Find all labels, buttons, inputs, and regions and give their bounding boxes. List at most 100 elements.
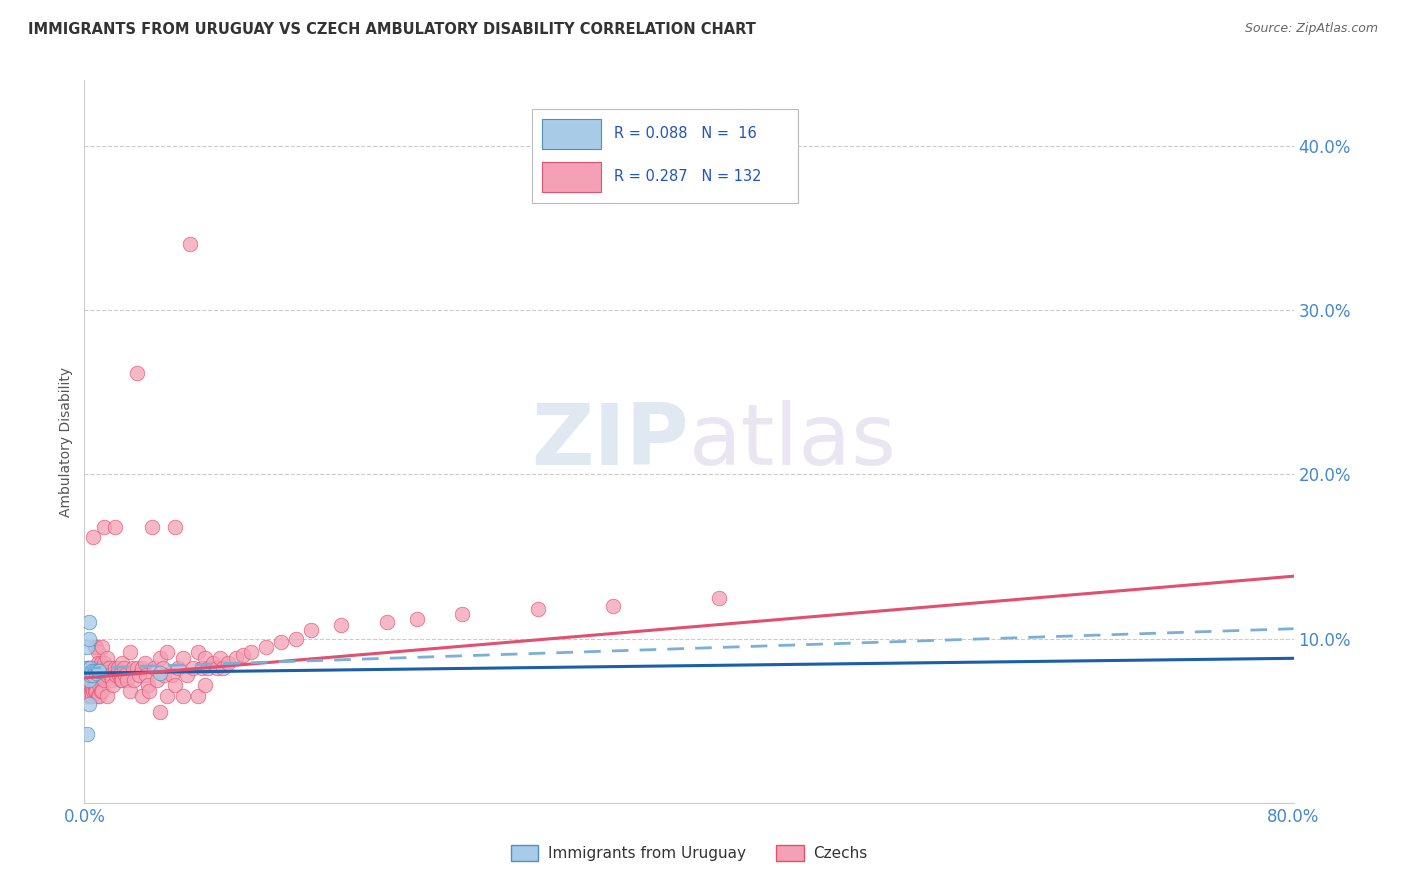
Point bbox=[76, 640, 98, 654]
Point bbox=[135, 667, 157, 681]
Point bbox=[165, 520, 187, 534]
Point bbox=[207, 661, 229, 675]
Point bbox=[76, 661, 98, 675]
Point bbox=[82, 661, 104, 675]
Point bbox=[87, 689, 110, 703]
Point bbox=[112, 661, 135, 675]
Point bbox=[176, 667, 198, 681]
Point bbox=[79, 667, 101, 681]
Point bbox=[299, 624, 322, 638]
Point bbox=[451, 607, 474, 621]
Point bbox=[87, 667, 110, 681]
Point bbox=[128, 667, 150, 681]
Point bbox=[76, 661, 98, 675]
Point bbox=[602, 599, 624, 613]
Point bbox=[104, 661, 127, 675]
Point bbox=[118, 645, 141, 659]
Point bbox=[709, 591, 731, 605]
Point bbox=[142, 661, 165, 675]
Point bbox=[110, 673, 132, 687]
Point bbox=[93, 520, 115, 534]
Point bbox=[89, 667, 111, 681]
Point bbox=[181, 661, 204, 675]
Point bbox=[76, 667, 98, 681]
Point bbox=[80, 665, 103, 679]
Point bbox=[101, 677, 124, 691]
Point bbox=[93, 673, 115, 687]
Point bbox=[75, 667, 97, 681]
Point bbox=[91, 661, 114, 675]
Point bbox=[149, 666, 172, 681]
Point bbox=[89, 677, 111, 691]
Point bbox=[89, 661, 111, 675]
Point bbox=[79, 661, 101, 675]
Text: ZIP: ZIP bbox=[531, 400, 689, 483]
Point bbox=[89, 665, 111, 679]
Point bbox=[82, 673, 104, 687]
Point bbox=[172, 651, 194, 665]
Point bbox=[197, 661, 219, 675]
Point bbox=[122, 673, 145, 687]
Point bbox=[138, 684, 160, 698]
Point bbox=[160, 667, 183, 681]
Point bbox=[131, 661, 153, 675]
Point bbox=[79, 673, 101, 687]
Point bbox=[82, 684, 104, 698]
Point bbox=[179, 237, 201, 252]
Point bbox=[217, 657, 239, 671]
Text: atlas: atlas bbox=[689, 400, 897, 483]
Point bbox=[149, 706, 172, 720]
Point bbox=[77, 698, 100, 712]
Point bbox=[98, 667, 121, 681]
Point bbox=[111, 657, 134, 671]
Point bbox=[172, 689, 194, 703]
Point bbox=[84, 665, 107, 679]
Point bbox=[84, 667, 107, 681]
Point bbox=[86, 684, 108, 698]
Point bbox=[96, 651, 118, 665]
Point bbox=[111, 673, 134, 687]
Point bbox=[96, 689, 118, 703]
Point bbox=[79, 667, 101, 681]
Point bbox=[127, 661, 149, 675]
Point bbox=[134, 657, 156, 671]
Point bbox=[82, 667, 104, 681]
Point bbox=[87, 657, 110, 671]
Point bbox=[79, 684, 101, 698]
Point bbox=[77, 632, 100, 646]
Point bbox=[84, 677, 107, 691]
Point bbox=[79, 689, 101, 703]
Point bbox=[86, 667, 108, 681]
Point bbox=[191, 661, 214, 675]
Text: IMMIGRANTS FROM URUGUAY VS CZECH AMBULATORY DISABILITY CORRELATION CHART: IMMIGRANTS FROM URUGUAY VS CZECH AMBULAT… bbox=[28, 22, 756, 37]
Point bbox=[121, 661, 143, 675]
Point bbox=[152, 661, 174, 675]
Point bbox=[77, 667, 100, 681]
Point bbox=[330, 618, 353, 632]
Point bbox=[127, 366, 149, 380]
Point bbox=[84, 684, 107, 698]
Point bbox=[94, 661, 117, 675]
Point bbox=[90, 667, 112, 681]
Point bbox=[225, 651, 247, 665]
Point bbox=[77, 673, 100, 687]
Point bbox=[86, 640, 108, 654]
Point bbox=[80, 689, 103, 703]
Point bbox=[527, 602, 550, 616]
Point bbox=[100, 673, 122, 687]
Point bbox=[80, 681, 103, 695]
Legend: Immigrants from Uruguay, Czechs: Immigrants from Uruguay, Czechs bbox=[505, 839, 873, 867]
Point bbox=[80, 677, 103, 691]
Point bbox=[86, 677, 108, 691]
Point bbox=[115, 673, 138, 687]
Point bbox=[153, 667, 176, 681]
Point bbox=[77, 684, 100, 698]
Point bbox=[77, 681, 100, 695]
Point bbox=[76, 727, 98, 741]
Point bbox=[239, 645, 262, 659]
Point bbox=[77, 673, 100, 687]
Point bbox=[136, 677, 159, 691]
Point bbox=[270, 635, 292, 649]
Point bbox=[79, 677, 101, 691]
Point bbox=[165, 677, 187, 691]
